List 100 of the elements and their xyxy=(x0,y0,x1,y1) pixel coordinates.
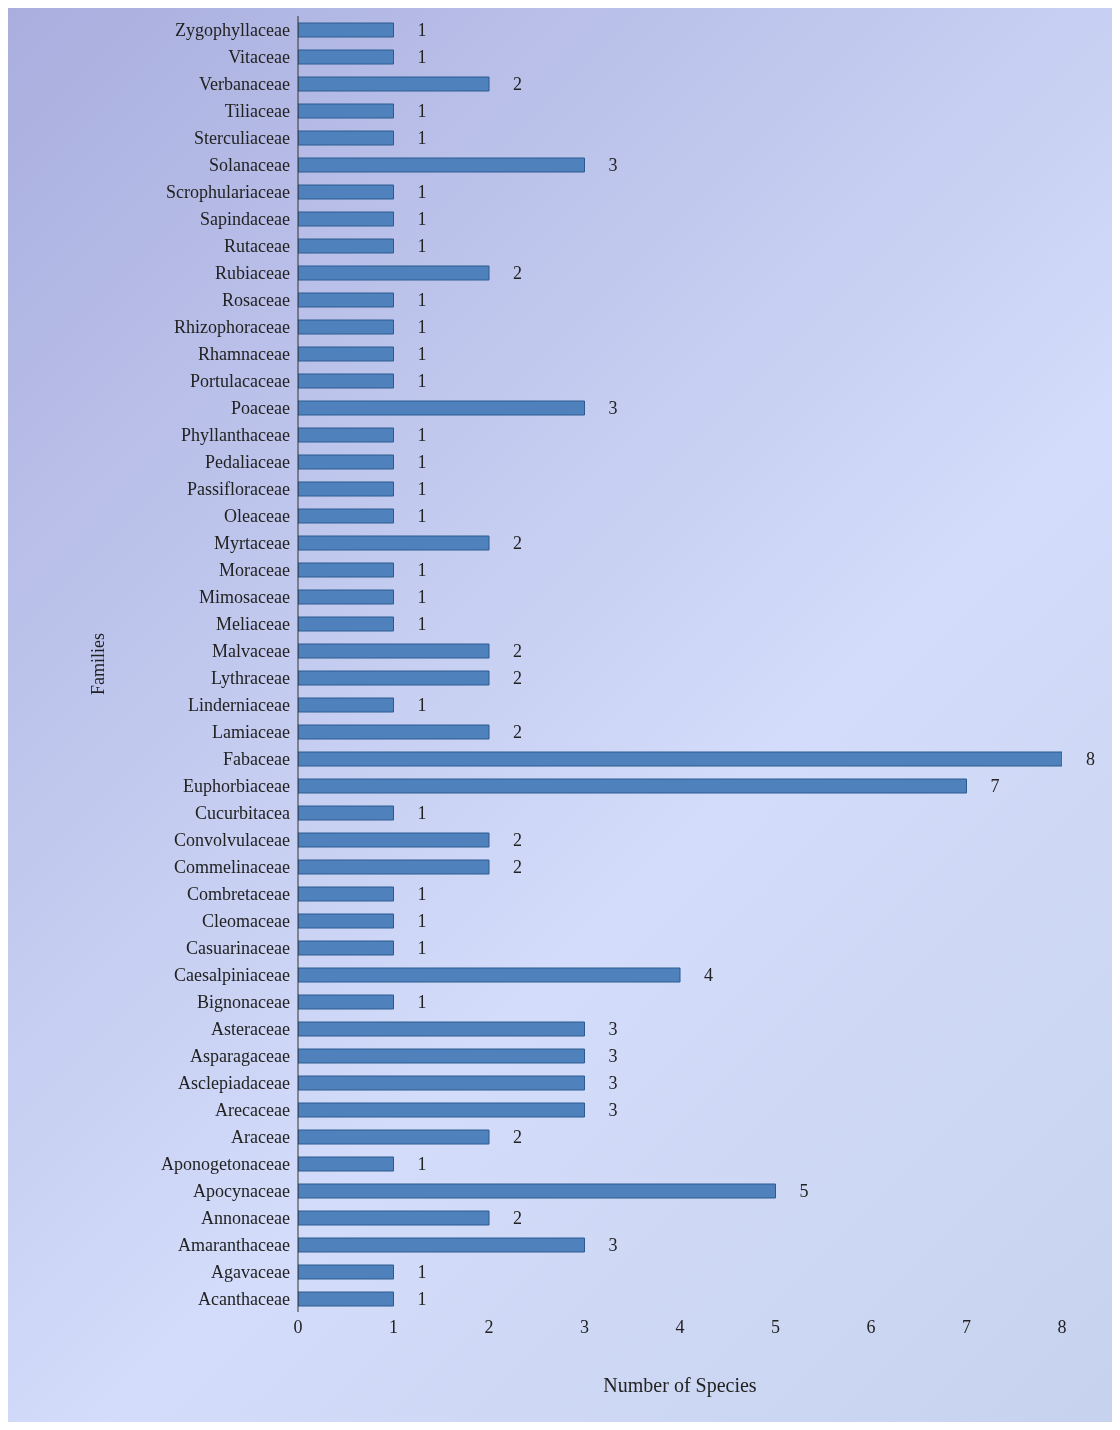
bar xyxy=(298,967,681,983)
data-label: 1 xyxy=(417,101,427,122)
y-tick-label: Sapindaceae xyxy=(200,208,290,229)
x-tick-label: 0 xyxy=(293,1316,303,1337)
y-tick-label: Sterculiaceae xyxy=(194,127,291,148)
x-tick-label: 3 xyxy=(580,1316,589,1337)
bar xyxy=(298,1156,394,1172)
data-label: 3 xyxy=(608,398,618,419)
y-tick-label: Acanthaceae xyxy=(198,1288,290,1309)
data-label: 1 xyxy=(417,884,427,905)
bar xyxy=(298,400,585,416)
bar xyxy=(298,211,394,227)
data-label: 2 xyxy=(513,722,522,743)
data-label: 1 xyxy=(417,803,427,824)
data-label: 1 xyxy=(417,1262,427,1283)
bar xyxy=(298,1102,585,1118)
y-axis-title: Families xyxy=(88,633,109,695)
bar xyxy=(298,805,394,821)
bar xyxy=(298,49,394,65)
y-tick-label: Meliaceae xyxy=(216,613,290,634)
data-label: 1 xyxy=(417,992,427,1013)
y-tick-label: Rhamnaceae xyxy=(198,343,290,364)
x-tick-label: 6 xyxy=(866,1316,876,1337)
bar xyxy=(298,1237,585,1253)
y-tick-label: Asparagaceae xyxy=(190,1045,290,1066)
data-label: 1 xyxy=(417,560,427,581)
data-label: 1 xyxy=(417,236,427,257)
bar xyxy=(298,616,394,632)
y-tick-label: Solanaceae xyxy=(209,154,290,175)
y-tick-label: Pedaliaceae xyxy=(205,451,291,472)
y-tick-label: Casuarinaceae xyxy=(186,937,290,958)
y-tick-label: Moraceae xyxy=(219,559,290,580)
data-label: 1 xyxy=(417,1289,427,1310)
y-tick-label: Aponogetonaceae xyxy=(161,1153,291,1174)
bar xyxy=(298,346,394,362)
y-tick-label: Bignonaceae xyxy=(197,991,291,1012)
data-label: 1 xyxy=(417,587,427,608)
x-tick-label: 2 xyxy=(484,1316,494,1337)
data-label: 3 xyxy=(608,1100,618,1121)
x-tick-label: 4 xyxy=(675,1316,685,1337)
data-label: 1 xyxy=(417,209,427,230)
y-tick-label: Cleomaceae xyxy=(202,910,290,931)
bar xyxy=(298,886,394,902)
y-tick-label: Araceae xyxy=(231,1126,290,1147)
bar xyxy=(298,913,394,929)
y-tick-label: Rhizophoraceae xyxy=(174,316,291,337)
bar xyxy=(298,643,490,659)
data-label: 1 xyxy=(417,452,427,473)
y-tick-label: Arecaceae xyxy=(215,1099,291,1120)
y-tick-label: Phyllanthaceae xyxy=(181,424,291,445)
bar xyxy=(298,373,394,389)
data-label: 8 xyxy=(1086,749,1095,770)
y-tick-label: Euphorbiaceae xyxy=(183,775,291,796)
data-label: 1 xyxy=(417,506,427,527)
bar xyxy=(298,859,490,875)
data-label: 1 xyxy=(417,47,427,68)
bar xyxy=(298,1183,776,1199)
data-label: 1 xyxy=(417,938,427,959)
y-tick-label: Verbanaceae xyxy=(199,73,290,94)
bar xyxy=(298,1021,585,1037)
data-label: 1 xyxy=(417,695,427,716)
bar xyxy=(298,319,394,335)
y-tick-label: Apocynaceae xyxy=(193,1180,291,1201)
x-tick-label: 5 xyxy=(771,1316,780,1337)
y-tick-label: Asteraceae xyxy=(211,1018,291,1039)
data-label: 1 xyxy=(417,290,427,311)
data-label: 1 xyxy=(417,20,427,41)
y-tick-label: Convolvulaceae xyxy=(174,829,290,850)
y-tick-label: Caesalpiniaceae xyxy=(174,964,290,985)
data-label: 1 xyxy=(417,479,427,500)
y-tick-label: Fabaceae xyxy=(223,748,290,769)
bar xyxy=(298,130,394,146)
bar xyxy=(298,1129,490,1145)
y-tick-label: Scrophulariaceae xyxy=(166,181,290,202)
data-label: 2 xyxy=(513,263,522,284)
y-tick-label: Poaceae xyxy=(231,397,290,418)
x-axis-title: Number of Species xyxy=(603,1374,757,1397)
bar xyxy=(298,751,1062,767)
data-label: 2 xyxy=(513,74,522,95)
bar xyxy=(298,562,394,578)
bar xyxy=(298,1075,585,1091)
bar xyxy=(298,103,394,119)
y-tick-label: Passifloraceae xyxy=(187,478,290,499)
y-tick-label: Asclepiadaceae xyxy=(178,1072,291,1093)
y-tick-label: Rubiaceae xyxy=(215,262,291,283)
data-label: 1 xyxy=(417,317,427,338)
bar xyxy=(298,940,394,956)
bar xyxy=(298,724,490,740)
data-label: 1 xyxy=(417,371,427,392)
bar xyxy=(298,1264,394,1280)
data-label: 3 xyxy=(608,1019,618,1040)
y-tick-label: Lythraceae xyxy=(211,667,290,688)
y-tick-label: Oleaceae xyxy=(224,505,291,526)
bar xyxy=(298,1048,585,1064)
bar xyxy=(298,778,967,794)
data-label: 2 xyxy=(513,641,522,662)
y-tick-label: Rutaceae xyxy=(224,235,291,256)
y-tick-label: Tiliaceae xyxy=(224,100,291,121)
data-label: 3 xyxy=(608,1073,618,1094)
data-label: 7 xyxy=(990,776,1000,797)
